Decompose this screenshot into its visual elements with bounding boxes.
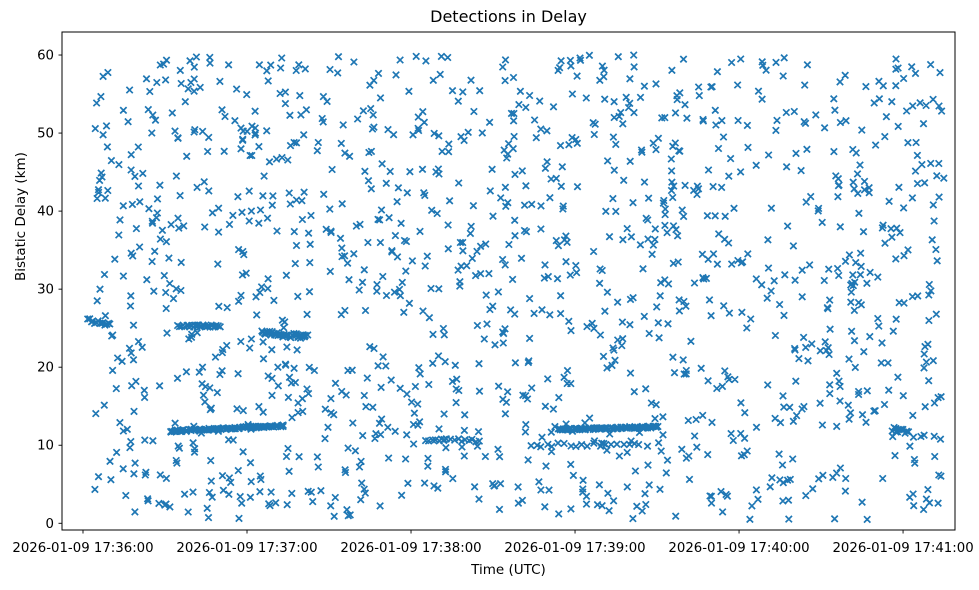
x-tick-label: 2026-01-09 17:39:00 — [504, 541, 645, 556]
y-tick-label: 30 — [37, 283, 54, 298]
chart-title: Detections in Delay — [430, 7, 587, 26]
x-tick-label: 2026-01-09 17:37:00 — [176, 541, 317, 556]
x-tick-label: 2026-01-09 17:41:00 — [832, 541, 973, 556]
y-tick-label: 60 — [37, 49, 54, 64]
x-axis-label: Time (UTC) — [471, 562, 546, 578]
y-tick-label: 20 — [37, 361, 54, 376]
y-tick-label: 50 — [37, 127, 54, 142]
scatter-points — [83, 51, 948, 524]
y-tick-label: 10 — [37, 439, 54, 454]
x-tick-label: 2026-01-09 17:36:00 — [12, 541, 153, 556]
x-tick-label: 2026-01-09 17:38:00 — [340, 541, 481, 556]
y-tick-label: 40 — [37, 205, 54, 220]
x-tick-label: 2026-01-09 17:40:00 — [668, 541, 809, 556]
y-tick-label: 0 — [46, 517, 54, 532]
axes-border — [61, 31, 956, 531]
